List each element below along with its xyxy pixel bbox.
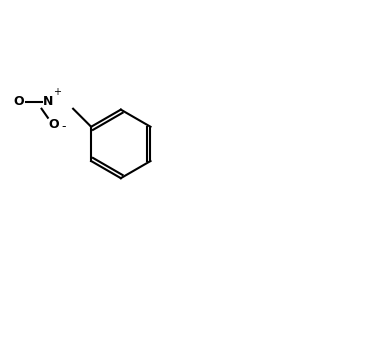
Text: O: O bbox=[48, 118, 59, 132]
Text: N: N bbox=[43, 95, 53, 108]
Text: +: + bbox=[53, 88, 61, 98]
Text: O: O bbox=[14, 95, 24, 108]
Text: -: - bbox=[62, 120, 66, 133]
